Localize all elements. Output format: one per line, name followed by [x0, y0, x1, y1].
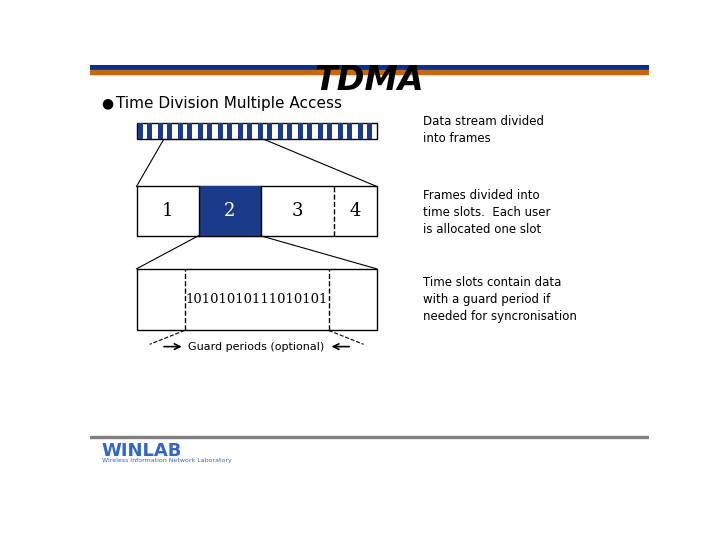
Bar — [146, 123, 152, 139]
Text: 3: 3 — [292, 202, 303, 220]
Bar — [158, 123, 163, 139]
Bar — [258, 123, 264, 139]
Bar — [266, 123, 272, 139]
Bar — [247, 123, 252, 139]
Text: TDMA: TDMA — [314, 64, 424, 97]
Text: ●: ● — [101, 96, 113, 110]
Bar — [166, 123, 172, 139]
Text: Time slots contain data
with a guard period if
needed for syncronisation: Time slots contain data with a guard per… — [423, 276, 577, 323]
Text: Time Division Multiple Access: Time Division Multiple Access — [117, 96, 342, 111]
Text: WINLAB: WINLAB — [102, 442, 182, 460]
Bar — [278, 123, 283, 139]
Text: 10101010111010101: 10101010111010101 — [186, 293, 328, 306]
Bar — [199, 186, 261, 236]
Bar — [287, 123, 292, 139]
Bar — [178, 123, 183, 139]
Text: 1: 1 — [162, 202, 174, 220]
Bar — [217, 123, 223, 139]
Bar — [358, 123, 364, 139]
Text: Data stream divided
into frames: Data stream divided into frames — [423, 115, 544, 145]
Bar — [327, 123, 333, 139]
Bar — [137, 186, 377, 236]
Bar — [297, 123, 303, 139]
Text: 4: 4 — [350, 202, 361, 220]
Bar — [347, 123, 352, 139]
Bar — [366, 123, 372, 139]
Bar — [238, 123, 243, 139]
Bar — [137, 123, 377, 139]
Bar — [197, 123, 203, 139]
Text: Wireless Information Network Laboratory: Wireless Information Network Laboratory — [102, 458, 231, 463]
Bar — [227, 123, 232, 139]
Bar — [207, 123, 212, 139]
Bar — [318, 123, 323, 139]
Text: 2: 2 — [224, 202, 235, 220]
Bar — [137, 269, 377, 330]
Bar — [186, 123, 192, 139]
Text: Guard periods (optional): Guard periods (optional) — [189, 342, 325, 352]
Bar — [307, 123, 312, 139]
Text: Frames divided into
time slots.  Each user
is allocated one slot: Frames divided into time slots. Each use… — [423, 189, 551, 236]
Bar — [338, 123, 343, 139]
Bar — [138, 123, 143, 139]
